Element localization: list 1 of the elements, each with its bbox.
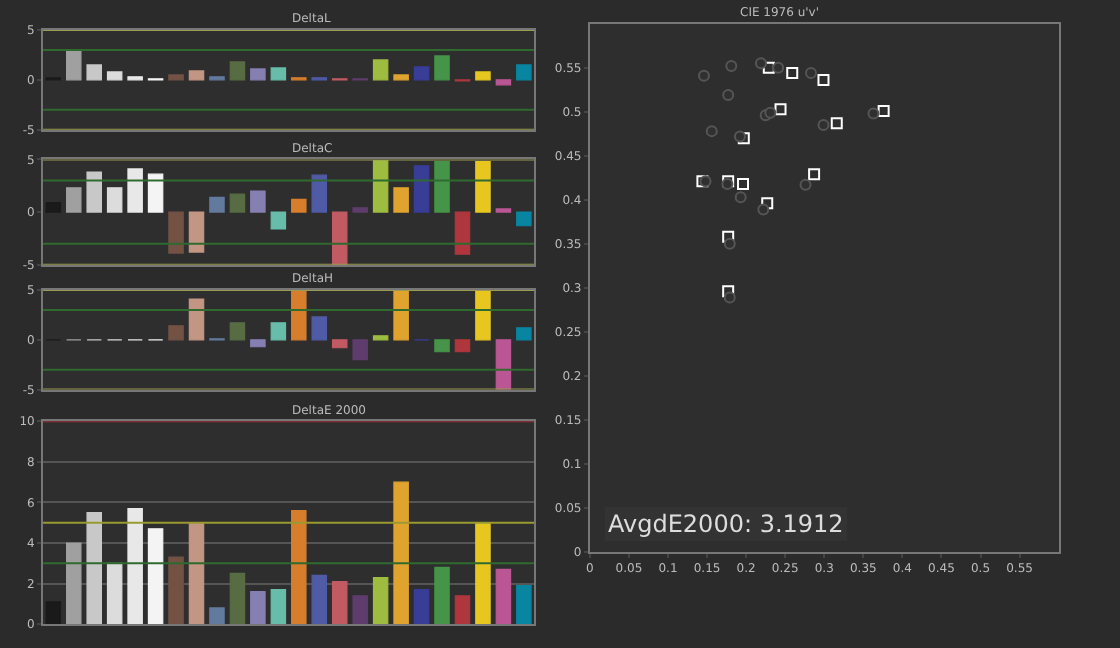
annotation: AvgdE2000: 3.1912	[608, 510, 844, 538]
